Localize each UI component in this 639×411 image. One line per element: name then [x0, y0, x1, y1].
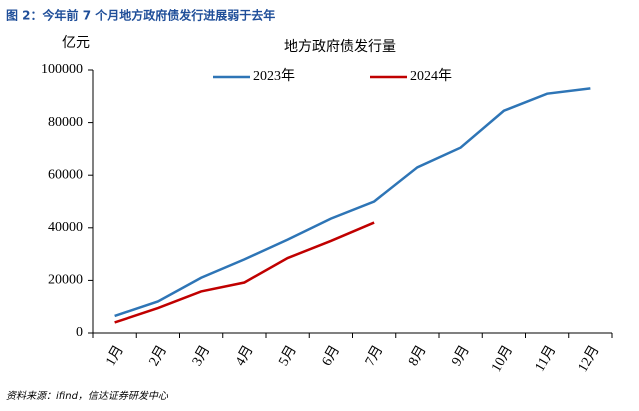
- series-line: [114, 87, 591, 318]
- x-tick-label: 3月: [189, 343, 213, 369]
- x-tick-label: 1月: [103, 343, 127, 369]
- series-line: [114, 221, 375, 324]
- source: 资料来源：ifind，信达证券研发中心: [6, 390, 169, 402]
- figure-title: 图 2：今年前 7 个月地方政府债发行进展弱于去年: [6, 8, 275, 23]
- x-tick-label: 6月: [319, 343, 343, 369]
- y-axis-label: 亿元: [62, 35, 90, 51]
- legend-label: 2024年: [410, 68, 452, 84]
- x-tick-label: 2月: [146, 343, 170, 369]
- x-tick-label: 9月: [449, 343, 473, 369]
- y-tick-label: 100000: [41, 62, 83, 77]
- y-tick-label: 0: [76, 325, 83, 340]
- x-tick-label: 7月: [362, 343, 386, 369]
- x-tick-label: 11月: [532, 343, 560, 375]
- chart-title: 地方政府债发行量: [284, 39, 396, 55]
- x-tick-label: 4月: [232, 343, 256, 369]
- y-tick-label: 40000: [48, 220, 83, 235]
- y-tick-label: 60000: [48, 167, 83, 182]
- x-tick-label: 8月: [405, 343, 429, 369]
- y-tick-label: 20000: [48, 273, 83, 288]
- y-tick-label: 80000: [48, 115, 83, 130]
- legend-label: 2023年: [253, 68, 295, 84]
- x-tick-label: 5月: [276, 343, 300, 369]
- x-tick-label: 10月: [488, 343, 516, 375]
- x-tick-label: 12月: [575, 343, 603, 375]
